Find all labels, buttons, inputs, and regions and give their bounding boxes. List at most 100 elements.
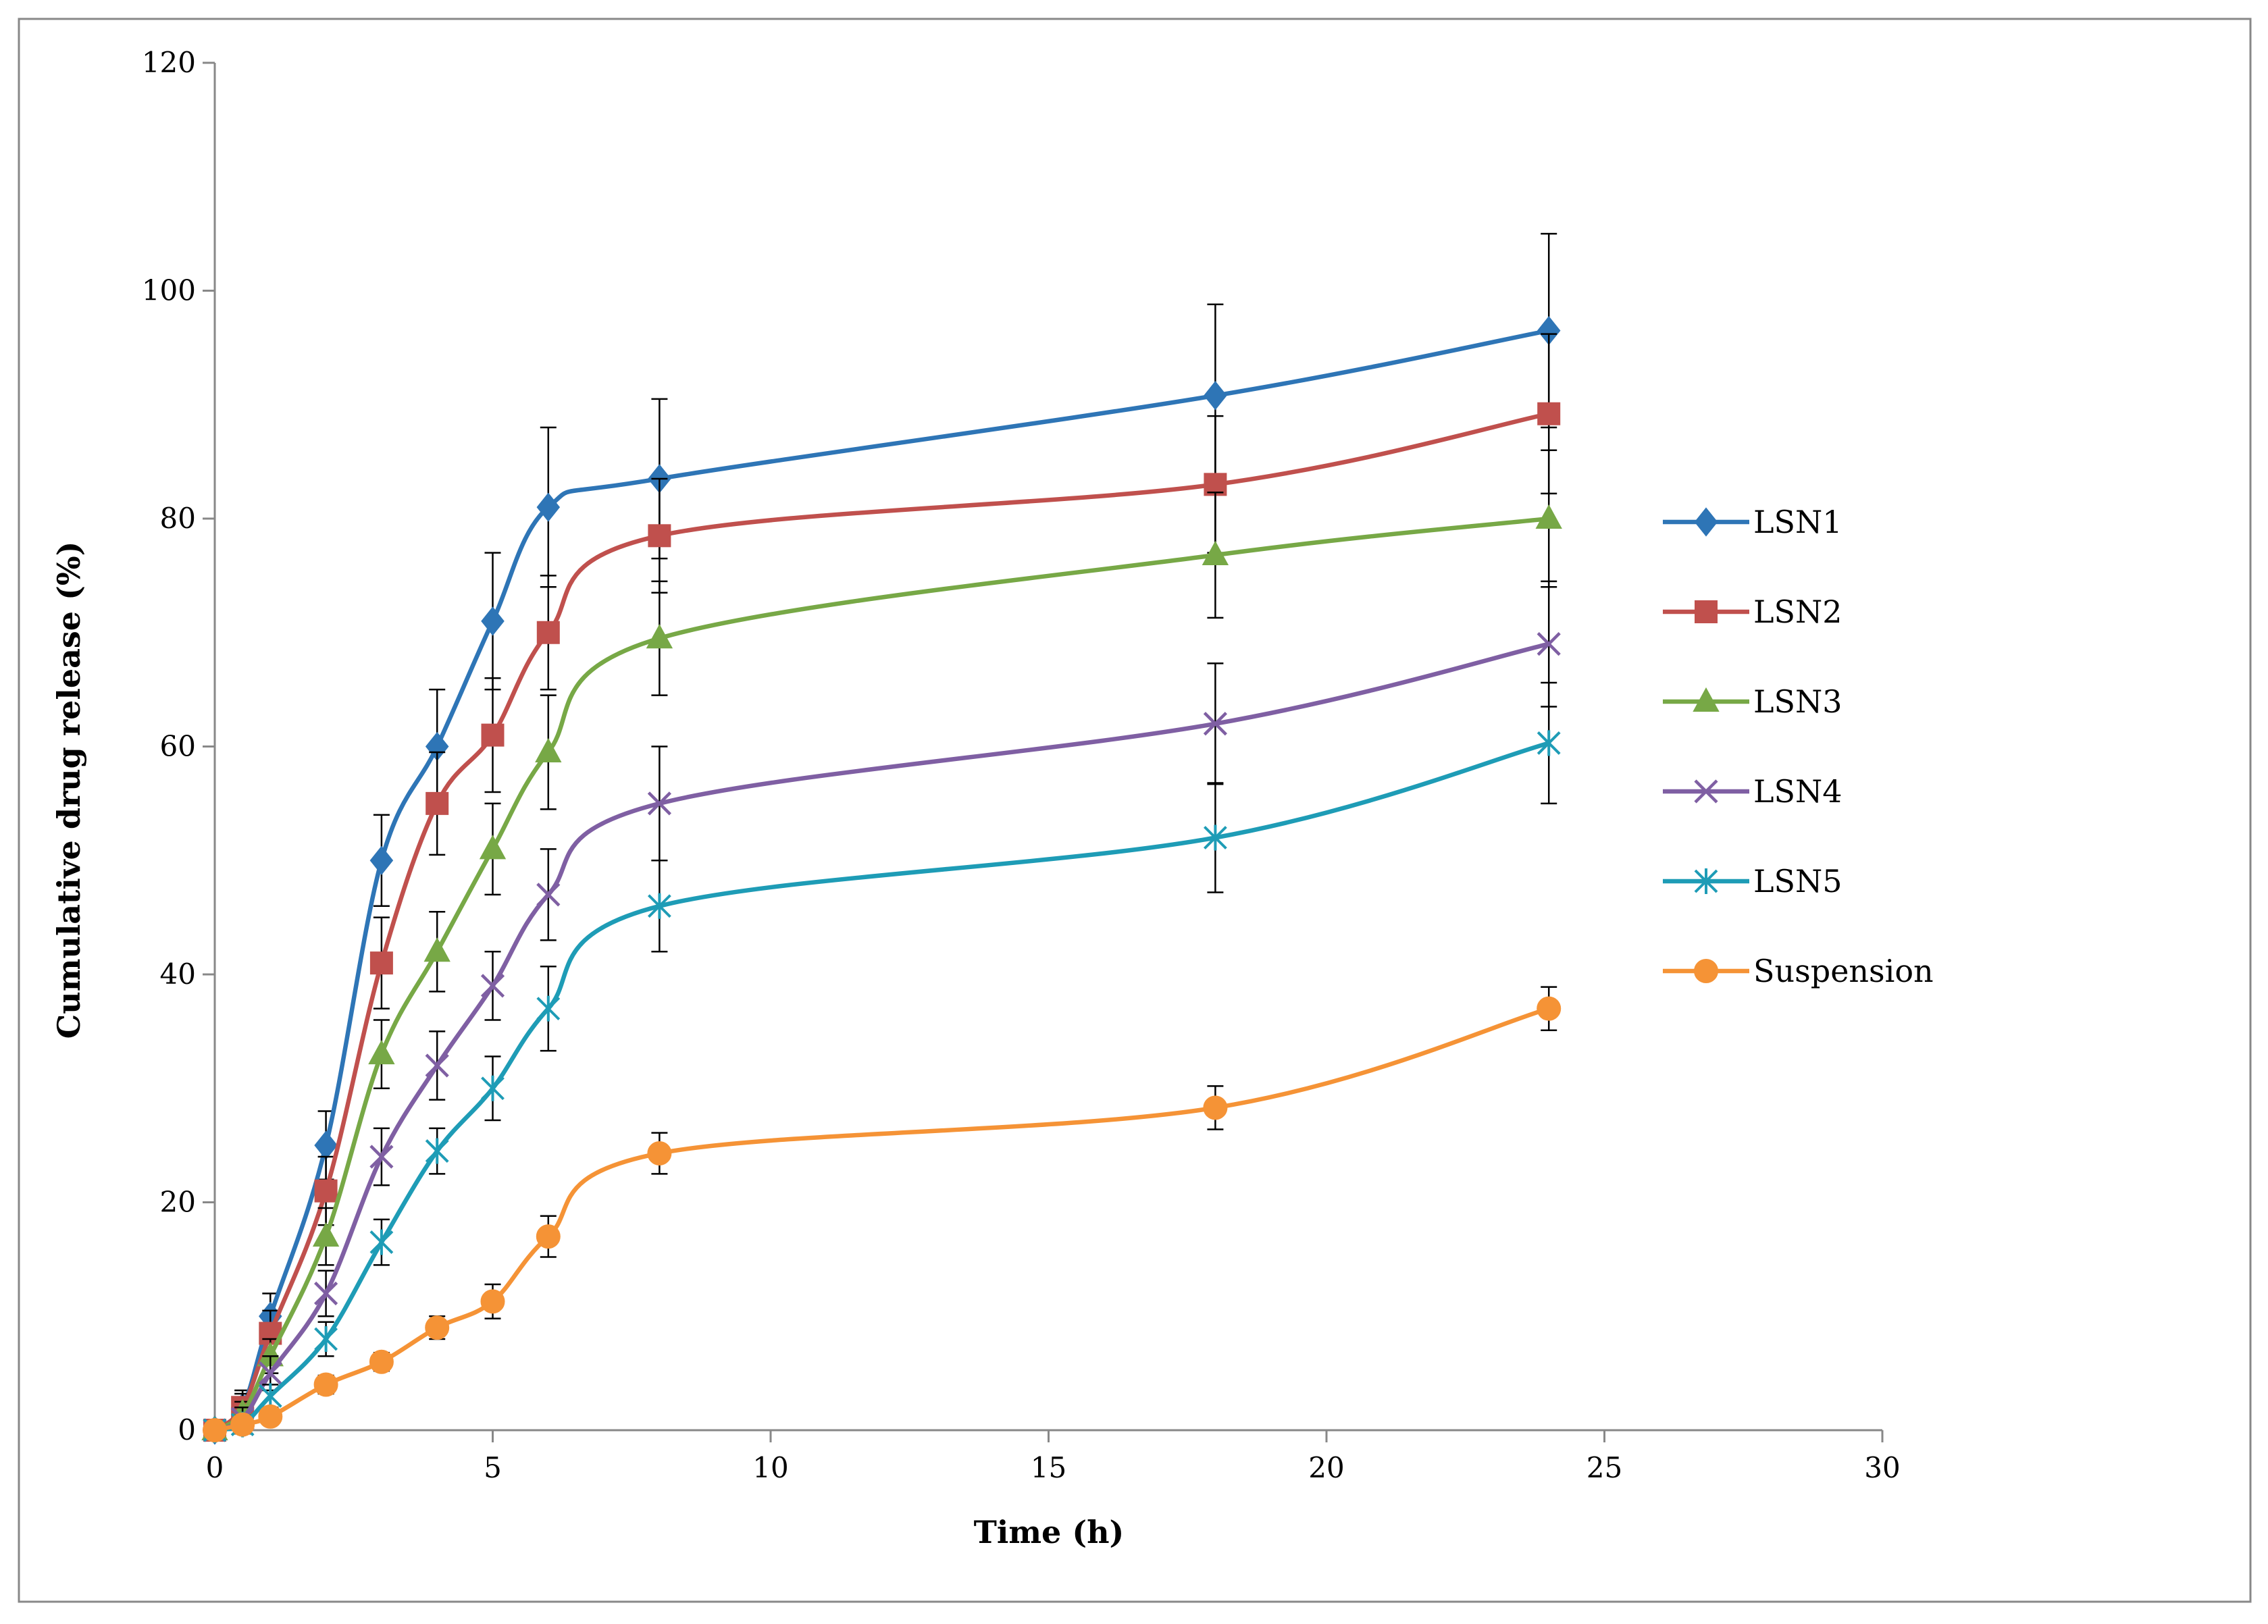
data-point-lsn5 (1203, 824, 1227, 851)
data-point-lsn3 (646, 624, 673, 649)
data-point-lsn3 (423, 937, 450, 962)
legend-marker-lsn2 (1695, 600, 1718, 623)
data-point-lsn4-stroke (480, 974, 505, 998)
data-point-lsn2 (426, 791, 449, 815)
data-point-lsn4-stroke (536, 883, 561, 907)
x-tick-label: 5 (484, 1451, 502, 1484)
data-point-lsn4-stroke (647, 791, 671, 816)
series-line-lsn5 (212, 741, 1551, 1433)
data-point-lsn4-stroke (258, 1361, 282, 1386)
data-point-suspension (536, 1224, 561, 1249)
data-point-lsn4 (258, 1361, 282, 1386)
data-point-suspension (203, 1418, 227, 1442)
data-point-lsn5 (647, 893, 671, 919)
data-point-suspension (230, 1412, 255, 1437)
legend-marker-lsn4 (1694, 779, 1718, 804)
series-line-lsn4 (212, 641, 1551, 1433)
y-tick-label: 40 (160, 958, 196, 991)
data-point-lsn3 (479, 835, 507, 860)
legend-label-lsn1: LSN1 (1753, 504, 1842, 540)
data-point-suspension (313, 1372, 338, 1397)
data-point-lsn5 (369, 1229, 394, 1255)
data-point-lsn4-stroke (1203, 712, 1227, 736)
data-point-lsn4 (1203, 712, 1227, 736)
y-axis-title: Cumulative drug release (%) (51, 542, 87, 1039)
data-point-lsn5 (481, 1075, 505, 1101)
data-point-suspension (1537, 996, 1562, 1021)
data-point-lsn5 (536, 995, 561, 1022)
series-suspension (203, 986, 1562, 1442)
series-lsn2 (203, 333, 1561, 1442)
legend-label-lsn2: LSN2 (1753, 594, 1842, 630)
y-tick-label: 0 (178, 1413, 196, 1446)
data-point-lsn1 (1204, 381, 1227, 411)
x-axis-title: Time (h) (974, 1514, 1125, 1550)
data-point-lsn3 (312, 1222, 340, 1247)
legend-marker-lsn4-stroke (1694, 779, 1718, 804)
x-tick-label: 30 (1864, 1451, 1900, 1484)
x-tick-label: 25 (1587, 1451, 1622, 1484)
legend-item-lsn2: LSN2 (1663, 594, 1842, 630)
y-tick-label: 120 (142, 46, 196, 79)
data-point-suspension (369, 1349, 394, 1374)
legend-label-lsn4: LSN4 (1753, 773, 1842, 810)
y-tick-label: 60 (160, 730, 196, 763)
data-point-lsn2 (481, 723, 505, 747)
data-point-lsn5 (314, 1326, 338, 1352)
x-tick-label: 20 (1308, 1451, 1344, 1484)
data-point-lsn4 (314, 1281, 338, 1306)
y-tick-label: 80 (160, 502, 196, 535)
legend-marker-lsn1 (1694, 507, 1718, 537)
data-point-suspension (647, 1141, 672, 1165)
data-point-suspension (480, 1289, 505, 1314)
data-point-lsn4 (425, 1053, 449, 1078)
legend-marker-suspension (1694, 959, 1718, 983)
data-point-lsn2 (648, 524, 671, 548)
data-point-lsn3 (1535, 504, 1562, 529)
data-point-lsn1 (481, 606, 505, 636)
legend-item-lsn1: LSN1 (1663, 504, 1842, 540)
y-tick-label: 100 (142, 274, 196, 307)
data-point-lsn4 (536, 883, 561, 907)
y-tick-label: 20 (160, 1186, 196, 1219)
x-tick-label: 0 (206, 1451, 224, 1484)
data-point-lsn4-stroke (1537, 632, 1561, 656)
data-point-lsn2 (369, 951, 393, 975)
legend-item-suspension: Suspension (1663, 953, 1934, 989)
legend-item-lsn5: LSN5 (1663, 863, 1842, 899)
data-point-lsn2 (1537, 402, 1561, 425)
series-line-lsn1 (212, 328, 1551, 1433)
data-point-lsn4 (647, 791, 671, 816)
x-tick-label: 10 (752, 1451, 788, 1484)
data-point-lsn3 (368, 1040, 395, 1065)
legend-label-suspension: Suspension (1753, 953, 1934, 989)
chart-frame (18, 18, 2252, 1603)
x-tick-label: 15 (1031, 1451, 1066, 1484)
data-point-lsn4 (480, 974, 505, 998)
data-point-lsn4-stroke (369, 1145, 394, 1169)
legend-marker-lsn3 (1693, 687, 1720, 712)
data-point-lsn4-stroke (425, 1053, 449, 1078)
series-lsn4 (203, 580, 1561, 1442)
data-point-lsn5 (1537, 730, 1561, 756)
data-point-suspension (1203, 1095, 1228, 1120)
data-point-lsn3 (1202, 540, 1229, 565)
data-point-lsn3 (535, 737, 562, 762)
data-point-lsn1 (536, 492, 561, 522)
data-point-lsn4-stroke (314, 1281, 338, 1306)
data-point-suspension (258, 1404, 283, 1429)
legend-item-lsn4: LSN4 (1663, 773, 1842, 810)
data-point-lsn5 (425, 1138, 449, 1164)
legend-item-lsn3: LSN3 (1663, 683, 1842, 720)
data-point-lsn2 (536, 621, 560, 644)
legend-marker-lsn5 (1694, 868, 1718, 894)
data-point-lsn4 (1537, 632, 1561, 656)
data-point-lsn4 (369, 1145, 394, 1169)
data-point-lsn2 (314, 1179, 338, 1203)
data-point-suspension (425, 1315, 450, 1340)
data-point-lsn1 (369, 845, 394, 875)
legend-label-lsn5: LSN5 (1753, 863, 1842, 899)
legend-label-lsn3: LSN3 (1753, 683, 1842, 720)
